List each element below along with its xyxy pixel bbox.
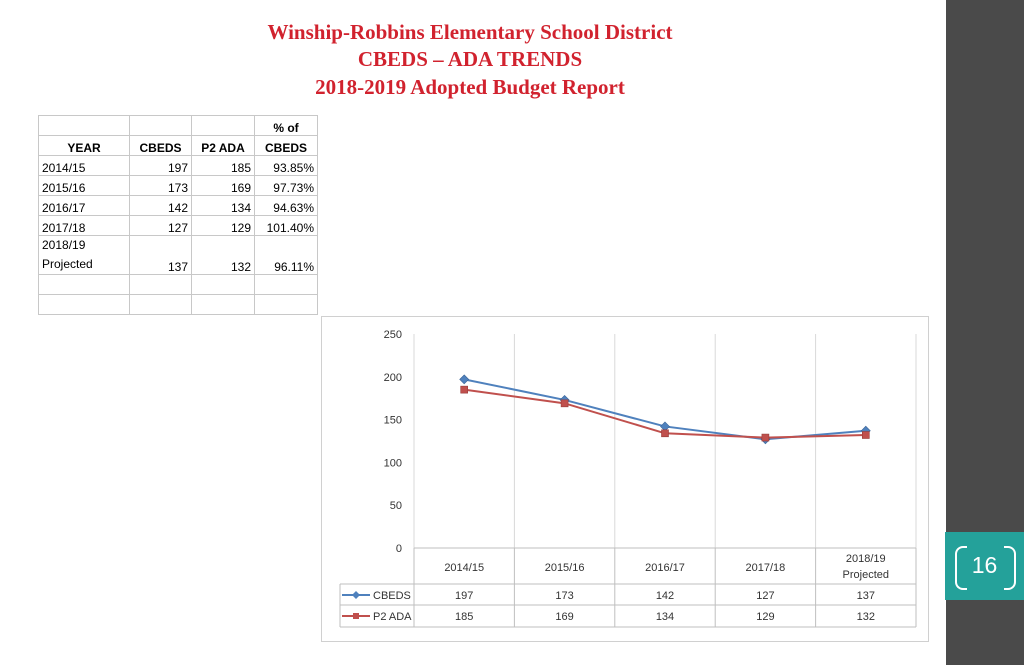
- y-tick-label: 150: [384, 415, 402, 427]
- table-cell: [38, 294, 130, 315]
- table-cell: 134: [191, 195, 255, 216]
- data-value-label: 129: [756, 611, 774, 623]
- line-chart: 0 50 100 150 200 250 2014/15 2015/16 2016/17 2017…: [339, 329, 917, 628]
- data-value-label: 169: [555, 611, 573, 623]
- y-tick-label: 250: [384, 329, 402, 341]
- table-cell: [191, 294, 255, 315]
- x-tick-label: Projected: [843, 569, 889, 581]
- title-line-3: 2018-2019 Adopted Budget Report: [315, 75, 625, 99]
- table-cell: CBEDS: [129, 135, 192, 156]
- table-row: 2017/18 127 129 101.40%: [38, 215, 318, 236]
- y-tick-label: 100: [384, 457, 402, 469]
- y-tick-label: 200: [384, 372, 402, 384]
- table-cell: 197: [129, 155, 192, 176]
- data-value-label: 127: [756, 590, 774, 602]
- data-value-label: 173: [555, 590, 573, 602]
- table-cell: CBEDS: [254, 135, 318, 156]
- page-number-badge: 16: [945, 532, 1024, 600]
- data-point: [459, 374, 470, 385]
- x-tick-label: 2017/18: [746, 562, 786, 574]
- table-cell: 173: [129, 175, 192, 196]
- cbeds-ada-table: % of YEAR CBEDS P2 ADA CBEDS 2014/15 197 185 93.…: [38, 115, 318, 315]
- table-row: [38, 274, 318, 295]
- data-point: [661, 429, 669, 438]
- table-cell: [254, 294, 318, 315]
- table-header-row: YEAR CBEDS P2 ADA CBEDS: [38, 135, 318, 156]
- table-cell: 137: [129, 235, 192, 275]
- data-point: [460, 385, 468, 394]
- table-row: [38, 294, 318, 315]
- x-tick-label: 2016/17: [645, 562, 685, 574]
- data-point: [761, 433, 770, 442]
- y-tick-label: 50: [390, 500, 402, 512]
- table-cell: YEAR: [38, 135, 130, 156]
- data-point: [560, 399, 569, 408]
- data-value-label: 137: [857, 590, 875, 602]
- right-bracket-icon: [1004, 546, 1016, 590]
- table-cell: 2016/17: [38, 195, 130, 216]
- data-value-label: 197: [455, 590, 473, 602]
- table-cell: [129, 294, 192, 315]
- table-cell: P2 ADA: [191, 135, 255, 156]
- data-value-label: 132: [857, 611, 875, 623]
- table-cell: 129: [191, 215, 255, 236]
- legend-label: P2 ADA: [373, 611, 412, 623]
- legend-marker: [353, 613, 359, 619]
- table-cell: 132: [191, 235, 255, 275]
- table-row: 2015/16 173 169 97.73%: [38, 175, 318, 196]
- page-number: 16: [971, 552, 998, 578]
- table-cell: 101.40%: [254, 215, 318, 236]
- table-cell: 127: [129, 215, 192, 236]
- title-line-1: Winship-Robbins Elementary School Distri…: [267, 20, 673, 44]
- x-tick-label: 2015/16: [545, 562, 585, 574]
- table-cell: 2018/19 Projected: [38, 235, 130, 275]
- data-point: [861, 431, 870, 439]
- title-line-2: CBEDS – ADA TRENDS: [357, 47, 583, 71]
- table-cell: [191, 115, 255, 136]
- data-value-label: 185: [455, 611, 473, 623]
- table-cell: 96.11%: [254, 235, 318, 275]
- legend-marker: [352, 591, 360, 599]
- chart-area: 0 50 100 150 200 250 2014/15 2015/16 2016/17 2017…: [321, 316, 929, 642]
- table-cell: 185: [191, 155, 255, 176]
- table-cell: [129, 274, 192, 295]
- data-value-label: 134: [656, 611, 674, 623]
- x-tick-label: 2018/19: [846, 553, 886, 565]
- table-cell: 2015/16: [38, 175, 130, 196]
- table-cell: 2017/18: [38, 215, 130, 236]
- table-cell: 97.73%: [254, 175, 318, 196]
- table-cell: 94.63%: [254, 195, 318, 216]
- x-tick-label: 2014/15: [444, 562, 484, 574]
- table-cell: 2014/15: [38, 155, 130, 176]
- table-cell: [191, 274, 255, 295]
- y-tick-label: 0: [396, 543, 402, 555]
- table-cell: [254, 274, 318, 295]
- table-cell: [38, 115, 130, 136]
- table-cell: 169: [191, 175, 255, 196]
- data-value-label: 142: [656, 590, 674, 602]
- table-row: 2014/15 197 185 93.85%: [38, 155, 318, 176]
- table-row: 2016/17 142 134 94.63%: [38, 195, 318, 216]
- table-header-row: % of: [38, 115, 318, 136]
- table-row: 2018/19 Projected 137 132 96.11%: [38, 235, 318, 275]
- table-cell: % of: [254, 115, 318, 136]
- table-cell: [38, 274, 130, 295]
- table-cell: 142: [129, 195, 192, 216]
- left-bracket-icon: [955, 546, 967, 590]
- table-cell: 93.85%: [254, 155, 318, 176]
- table-cell: [129, 115, 192, 136]
- legend-label: CBEDS: [373, 590, 411, 602]
